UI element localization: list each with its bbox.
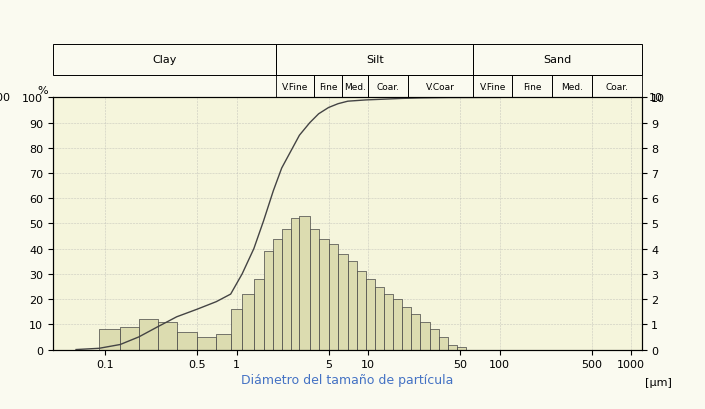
Text: Med.: Med.	[344, 83, 366, 91]
Text: 10: 10	[649, 93, 663, 103]
Bar	[407, 76, 473, 98]
Text: Sand: Sand	[544, 55, 572, 65]
Bar	[473, 76, 513, 98]
Bar	[53, 45, 276, 76]
X-axis label: Diámetro del tamaño de partícula: Diámetro del tamaño de partícula	[241, 373, 453, 387]
Bar	[552, 76, 591, 98]
Text: V.Fine: V.Fine	[479, 83, 506, 91]
Text: Coar.: Coar.	[376, 83, 400, 91]
Bar	[342, 76, 368, 98]
Text: 100: 100	[0, 93, 11, 103]
Text: Fine: Fine	[523, 83, 541, 91]
Text: [μm]: [μm]	[645, 378, 672, 387]
Text: V.Fine: V.Fine	[282, 83, 309, 91]
Bar	[314, 76, 342, 98]
Text: Clay: Clay	[152, 55, 177, 65]
Text: Med.: Med.	[560, 83, 583, 91]
Bar	[513, 76, 552, 98]
Text: Coar.: Coar.	[605, 83, 628, 91]
Bar	[276, 45, 473, 76]
Bar	[473, 45, 642, 76]
Text: %: %	[37, 86, 48, 96]
Bar	[276, 76, 314, 98]
Text: V.Coar: V.Coar	[426, 83, 455, 91]
Bar	[368, 76, 407, 98]
Text: Silt: Silt	[366, 55, 384, 65]
Bar	[591, 76, 642, 98]
Text: Fine: Fine	[319, 83, 337, 91]
